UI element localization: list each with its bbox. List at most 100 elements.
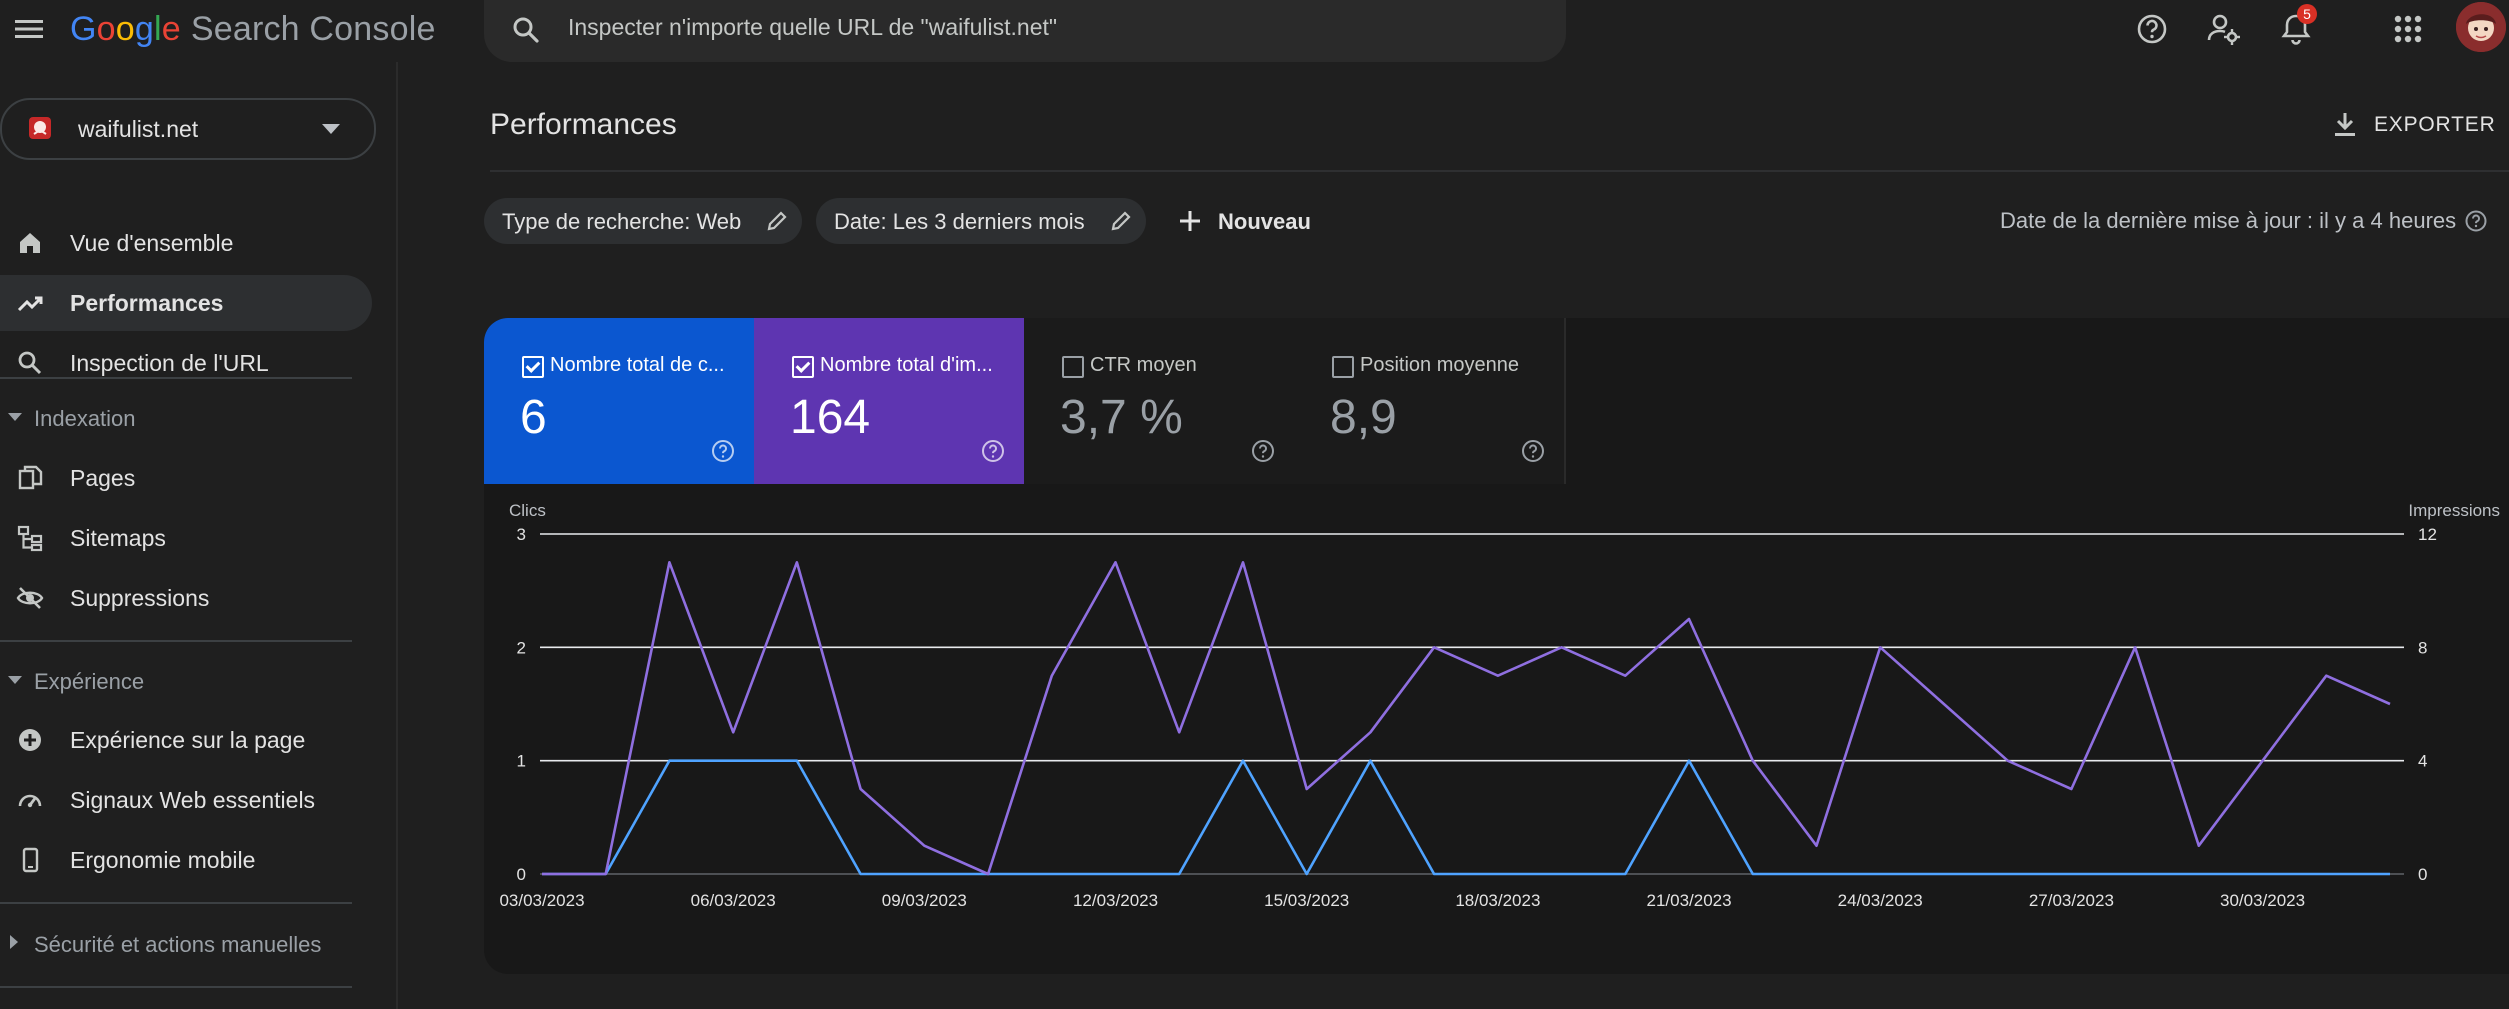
metric-card-average-position[interactable]: Position moyenne 8,9	[1294, 318, 1566, 484]
x-tick-label: 27/03/2023	[2029, 891, 2114, 910]
metric-card-total-clicks[interactable]: Nombre total de c... 6	[484, 318, 754, 484]
url-inspection-search[interactable]	[484, 0, 1566, 62]
help-icon[interactable]	[710, 438, 736, 464]
section-header-indexation[interactable]: Indexation	[0, 396, 360, 440]
section-header-security[interactable]: Sécurité et actions manuelles	[0, 922, 360, 966]
divider	[0, 377, 352, 379]
sidebar-item-label: Inspection de l'URL	[70, 350, 269, 376]
sidebar-item-label: Suppressions	[70, 585, 210, 611]
metric-value: 164	[790, 391, 871, 444]
y-left-tick-label: 3	[517, 525, 526, 544]
section-title: Expérience	[34, 669, 145, 694]
divider	[490, 170, 2509, 172]
user-settings-icon[interactable]	[2206, 11, 2242, 47]
divider	[0, 986, 352, 988]
sidebar-item-sitemaps[interactable]: Sitemaps	[0, 510, 372, 566]
x-tick-label: 12/03/2023	[1073, 891, 1158, 910]
y-right-tick-label: 4	[2418, 752, 2427, 771]
sidebar-item-page-experience[interactable]: Expérience sur la page	[0, 712, 372, 768]
x-tick-label: 21/03/2023	[1646, 891, 1731, 910]
sidebar-item-overview[interactable]: Vue d'ensemble	[0, 215, 372, 271]
section-header-experience[interactable]: Expérience	[0, 659, 360, 703]
new-filter-label: Nouveau	[1218, 209, 1311, 234]
filter-chip-label: Date: Les 3 derniers mois	[834, 209, 1085, 234]
metric-card-average-ctr[interactable]: CTR moyen 3,7 %	[1024, 318, 1296, 484]
help-icon[interactable]	[980, 438, 1006, 464]
x-tick-label: 09/03/2023	[882, 891, 967, 910]
search-icon[interactable]	[510, 14, 542, 46]
sidebar-item-mobile-usability[interactable]: Ergonomie mobile	[0, 832, 372, 888]
metric-label: CTR moyen	[1090, 354, 1197, 376]
y-right-tick-label: 12	[2418, 525, 2437, 544]
sidebar-item-core-web-vitals[interactable]: Signaux Web essentiels	[0, 772, 372, 828]
help-icon[interactable]	[1250, 438, 1276, 464]
export-button[interactable]: EXPORTER	[2320, 106, 2500, 146]
y-left-tick-label: 1	[517, 752, 526, 771]
metric-value: 8,9	[1330, 391, 1397, 444]
edit-pencil-icon[interactable]	[764, 208, 790, 234]
smartphone-icon	[16, 846, 44, 874]
google-apps-grid-icon[interactable]	[2390, 11, 2426, 47]
y-right-tick-label: 8	[2418, 638, 2427, 657]
logo-letter: g	[134, 10, 154, 48]
logo-letter: o	[96, 10, 116, 48]
sidebar-item-url-inspection[interactable]: Inspection de l'URL	[0, 335, 372, 391]
hamburger-menu-icon[interactable]	[14, 14, 44, 44]
property-selector[interactable]: waifulist.net	[0, 98, 376, 160]
series-line-impressions	[542, 561, 2391, 876]
eye-off-icon	[16, 584, 44, 612]
trending-up-icon	[16, 289, 44, 317]
sidebar-item-removals[interactable]: Suppressions	[0, 570, 372, 626]
x-tick-label: 30/03/2023	[2220, 891, 2305, 910]
sidebar-item-label: Vue d'ensemble	[70, 230, 234, 256]
notifications-count-badge: 5	[2297, 4, 2317, 24]
filter-chip-search-type[interactable]: Type de recherche: Web	[484, 198, 802, 244]
logo-letter: e	[161, 10, 181, 48]
metric-checkbox[interactable]	[1332, 356, 1354, 378]
expand-caret-icon	[8, 676, 22, 684]
metric-label: Nombre total de c...	[550, 354, 725, 376]
filter-chip-label: Type de recherche: Web	[502, 209, 742, 234]
divider	[0, 902, 352, 904]
metric-label: Nombre total d'im...	[820, 354, 993, 376]
sidebar-item-label: Ergonomie mobile	[70, 847, 256, 873]
product-name: Search Console	[190, 10, 436, 48]
account-avatar[interactable]	[2456, 2, 2506, 52]
new-filter-button[interactable]: Nouveau	[1170, 198, 1330, 244]
sidebar-item-label: Expérience sur la page	[70, 727, 306, 753]
google-search-console-logo[interactable]: Google Search Console	[70, 10, 436, 49]
help-icon[interactable]	[1520, 438, 1546, 464]
site-favicon-icon	[26, 114, 54, 142]
sidebar-item-performance[interactable]: Performances	[0, 275, 372, 331]
top-app-bar: Google Search Console Inspecter n'importe…	[0, 0, 2509, 62]
x-tick-label: 24/03/2023	[1838, 891, 1923, 910]
filter-chip-date[interactable]: Date: Les 3 derniers mois	[816, 198, 1146, 244]
property-name: waifulist.net	[78, 116, 199, 142]
download-icon	[2330, 110, 2360, 140]
sidebar-item-label: Signaux Web essentiels	[70, 787, 316, 813]
search-input-placeholder[interactable]: Inspecter n'importe quelle URL de "waifu…	[568, 14, 1058, 40]
metric-card-total-impressions[interactable]: Nombre total d'im... 164	[754, 318, 1024, 484]
sidebar-navigation: waifulist.net Vue d'ensemble Performance…	[0, 62, 398, 1009]
sidebar-item-pages[interactable]: Pages	[0, 450, 372, 506]
right-axis-title: Impressions	[2408, 501, 2500, 520]
metric-checkbox[interactable]	[522, 356, 544, 378]
edit-pencil-icon[interactable]	[1108, 208, 1134, 234]
x-tick-label: 06/03/2023	[691, 891, 776, 910]
metric-value: 3,7 %	[1060, 391, 1183, 444]
left-axis-title: Clics	[509, 501, 546, 520]
sitemap-icon	[16, 524, 44, 552]
collapsed-caret-icon	[10, 935, 18, 949]
metric-value: 6	[520, 391, 547, 444]
section-title: Indexation	[34, 406, 136, 431]
divider	[0, 640, 352, 642]
help-icon[interactable]	[2464, 209, 2488, 233]
search-icon	[16, 349, 44, 377]
speed-gauge-icon	[16, 786, 44, 814]
metric-checkbox[interactable]	[792, 356, 814, 378]
logo-letter: G	[70, 10, 97, 48]
metric-checkbox[interactable]	[1062, 356, 1084, 378]
help-icon[interactable]	[2134, 11, 2170, 47]
logo-letter: o	[115, 10, 135, 48]
